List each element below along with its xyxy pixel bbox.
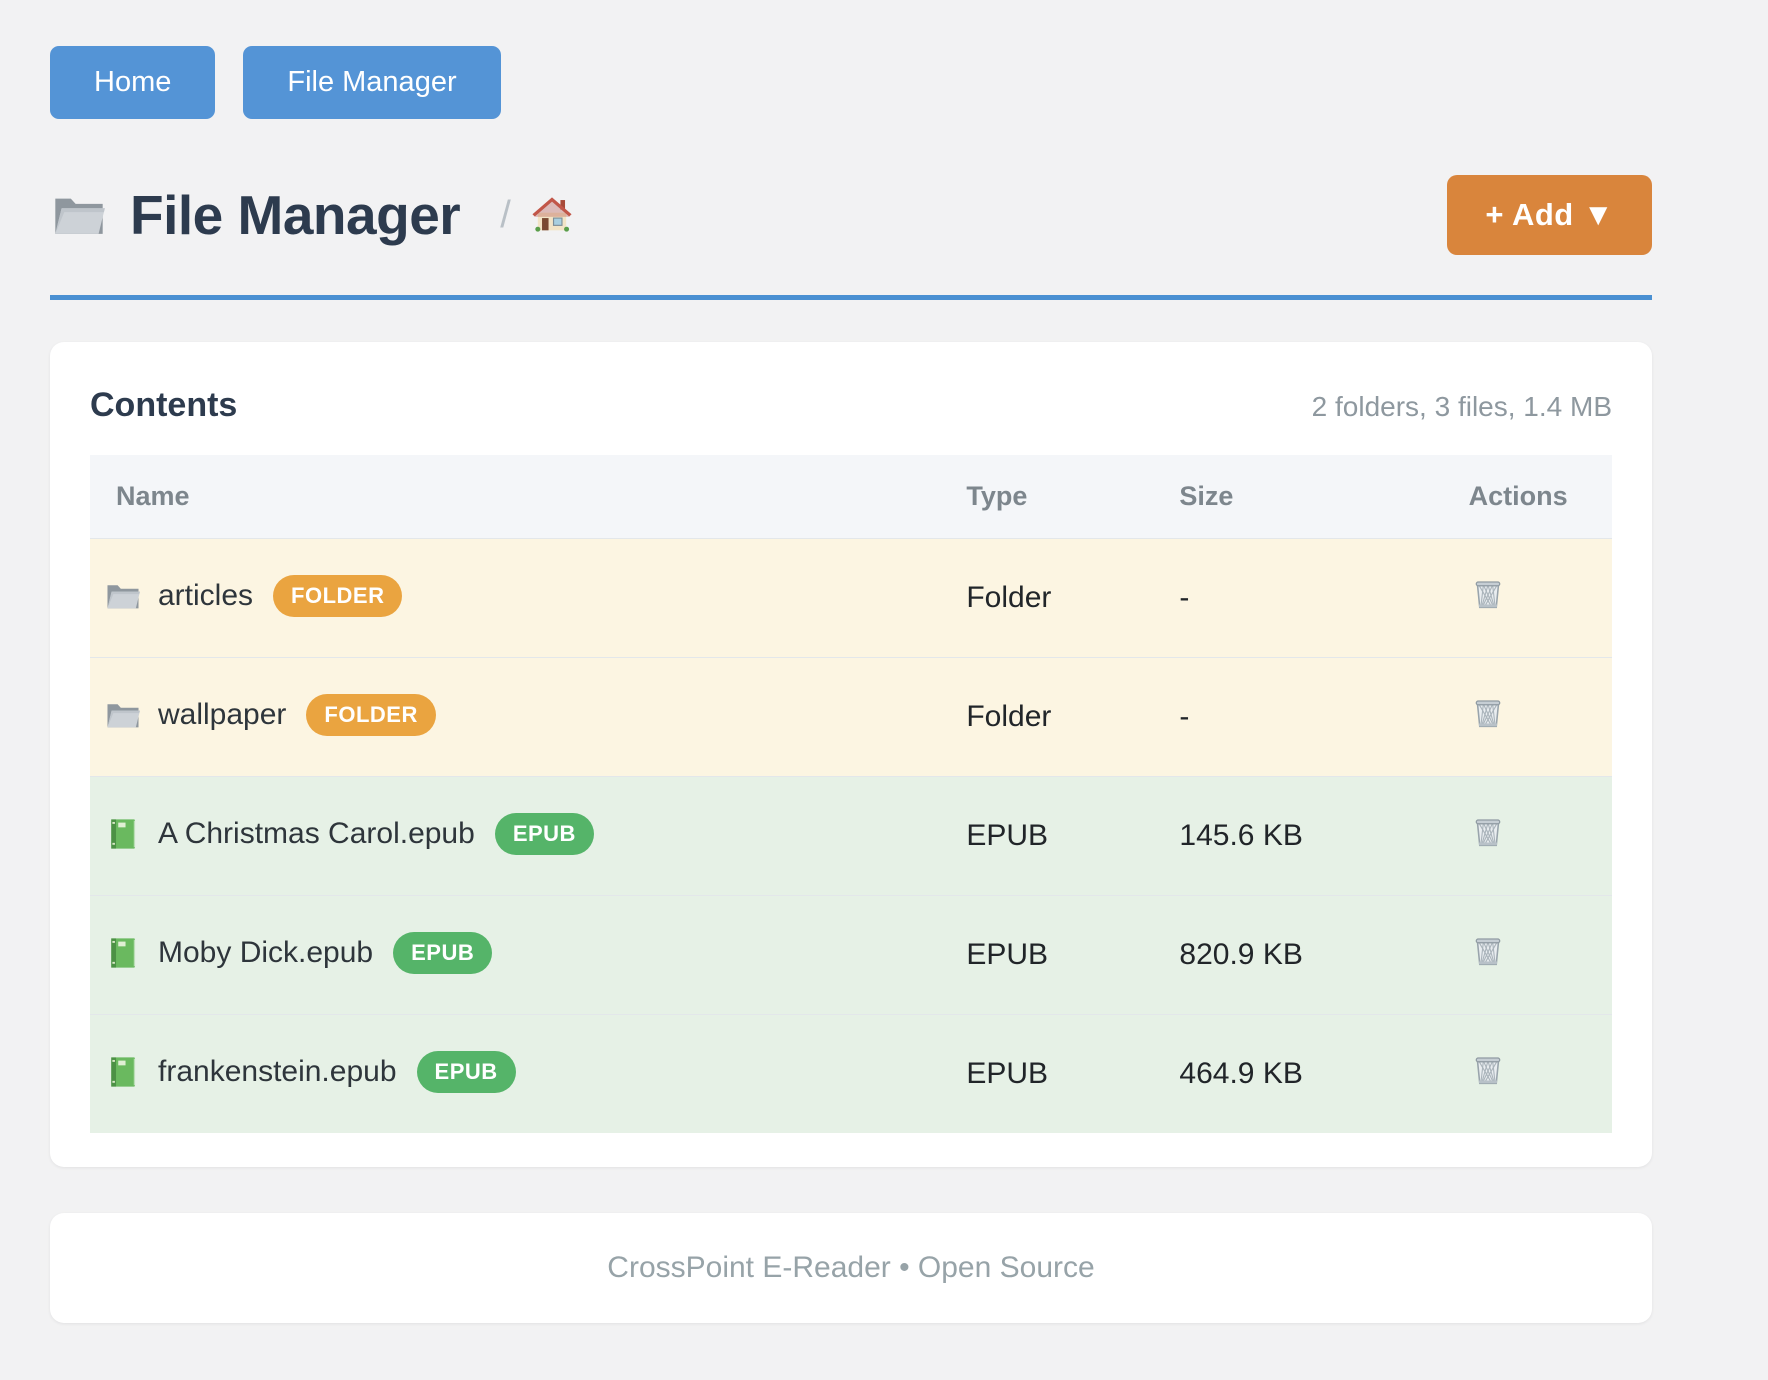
trash-icon bbox=[1469, 932, 1507, 970]
contents-summary: 2 folders, 3 files, 1.4 MB bbox=[1311, 391, 1612, 422]
type-badge: EPUB bbox=[416, 1051, 516, 1093]
file-name[interactable]: wallpaper bbox=[158, 698, 287, 731]
column-header-type: Type bbox=[942, 455, 1156, 539]
header-divider bbox=[50, 295, 1652, 300]
file-size: - bbox=[1179, 700, 1190, 733]
file-manager-button[interactable]: File Manager bbox=[243, 46, 501, 119]
page-header: File Manager / + Add ▼ bbox=[50, 175, 1652, 255]
book-icon bbox=[104, 815, 142, 853]
column-header-actions: Actions bbox=[1444, 455, 1612, 539]
column-header-size: Size bbox=[1155, 455, 1445, 539]
table-header-row: Name Type Size Actions bbox=[90, 455, 1612, 539]
folder-icon bbox=[104, 696, 142, 734]
type-badge: EPUB bbox=[393, 932, 493, 974]
page: Home File Manager File Manager / + Add ▼… bbox=[50, 0, 1652, 1323]
footer: CrossPoint E-Reader • Open Source bbox=[50, 1213, 1652, 1323]
contents-heading: Contents bbox=[90, 386, 238, 424]
file-name[interactable]: frankenstein.epub bbox=[158, 1055, 397, 1088]
file-name[interactable]: Moby Dick.epub bbox=[158, 936, 374, 969]
page-title: File Manager bbox=[130, 184, 461, 246]
delete-button[interactable] bbox=[1469, 1051, 1507, 1089]
house-icon[interactable] bbox=[529, 192, 575, 238]
table-row: Moby Dick.epub EPUB EPUB 820.9 KB bbox=[90, 895, 1612, 1015]
table-row: wallpaper FOLDER Folder - bbox=[90, 657, 1612, 777]
folder-icon bbox=[104, 577, 142, 615]
trash-icon bbox=[1469, 1051, 1507, 1089]
trash-icon bbox=[1469, 575, 1507, 613]
file-table: Name Type Size Actions articles FOLDER F… bbox=[90, 455, 1612, 1133]
contents-card: Contents 2 folders, 3 files, 1.4 MB Name… bbox=[50, 342, 1652, 1167]
book-icon bbox=[104, 934, 142, 972]
table-row: articles FOLDER Folder - bbox=[90, 538, 1612, 658]
type-badge: FOLDER bbox=[306, 694, 436, 736]
file-type: EPUB bbox=[966, 938, 1049, 971]
trash-icon bbox=[1469, 813, 1507, 851]
file-type: EPUB bbox=[966, 1057, 1049, 1090]
title-group: File Manager / bbox=[50, 183, 575, 247]
delete-button[interactable] bbox=[1469, 813, 1507, 851]
nav-bar: Home File Manager bbox=[50, 46, 1652, 119]
file-type: EPUB bbox=[966, 819, 1049, 852]
file-size: 145.6 KB bbox=[1179, 819, 1303, 852]
home-button[interactable]: Home bbox=[50, 46, 216, 119]
breadcrumb-separator: / bbox=[500, 193, 511, 236]
file-name[interactable]: A Christmas Carol.epub bbox=[158, 817, 475, 850]
file-size: 464.9 KB bbox=[1179, 1057, 1303, 1090]
trash-icon bbox=[1469, 694, 1507, 732]
book-icon bbox=[104, 1053, 142, 1091]
file-type: Folder bbox=[966, 700, 1052, 733]
file-size: - bbox=[1179, 581, 1190, 614]
file-name[interactable]: articles bbox=[158, 579, 254, 612]
table-row: frankenstein.epub EPUB EPUB 464.9 KB bbox=[90, 1014, 1612, 1133]
add-button[interactable]: + Add ▼ bbox=[1447, 175, 1652, 255]
column-header-name: Name bbox=[90, 455, 943, 539]
type-badge: FOLDER bbox=[273, 575, 403, 617]
contents-card-header: Contents 2 folders, 3 files, 1.4 MB bbox=[90, 386, 1612, 425]
delete-button[interactable] bbox=[1469, 932, 1507, 970]
file-type: Folder bbox=[966, 581, 1052, 614]
type-badge: EPUB bbox=[494, 813, 594, 855]
table-row: A Christmas Carol.epub EPUB EPUB 145.6 K… bbox=[90, 776, 1612, 896]
delete-button[interactable] bbox=[1469, 575, 1507, 613]
folder-icon bbox=[50, 186, 108, 244]
footer-text: CrossPoint E-Reader • Open Source bbox=[607, 1251, 1095, 1284]
delete-button[interactable] bbox=[1469, 694, 1507, 732]
file-size: 820.9 KB bbox=[1179, 938, 1303, 971]
